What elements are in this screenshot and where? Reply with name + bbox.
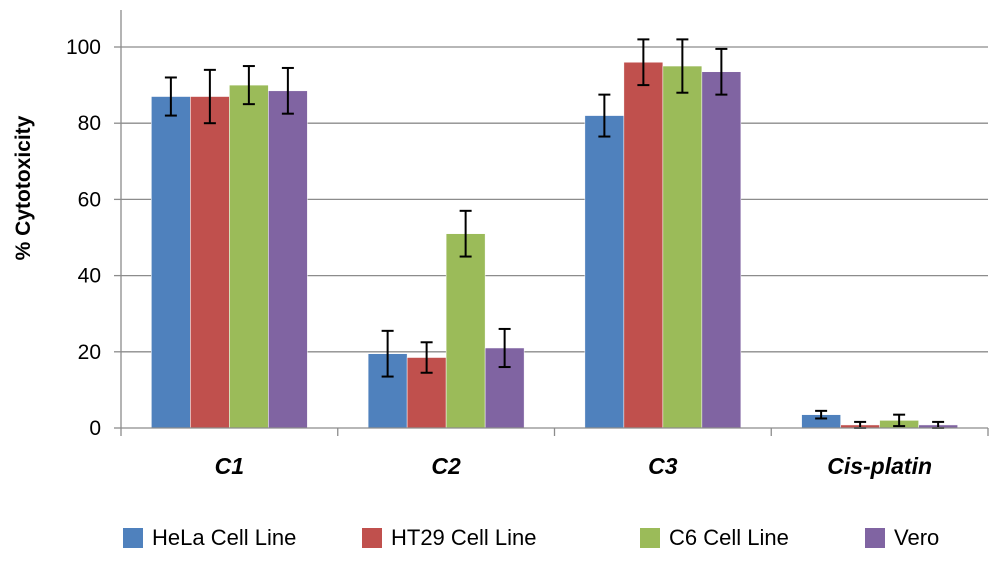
- bar: [190, 96, 230, 429]
- y-tick-label: 80: [78, 112, 101, 135]
- y-tick-label: 60: [78, 188, 101, 211]
- category-label: C3: [648, 453, 678, 479]
- legend-item: HeLa Cell Line: [123, 525, 296, 550]
- bars: [151, 61, 958, 429]
- legend-item: C6 Cell Line: [640, 525, 789, 550]
- bar: [151, 96, 191, 429]
- category-labels: C1 C2 C3 Cis-platin: [215, 453, 932, 479]
- y-tick-label: 20: [78, 341, 101, 364]
- legend-swatch: [865, 528, 885, 548]
- error-bars: [164, 38, 945, 429]
- legend-item: Vero: [865, 525, 939, 550]
- y-tick-label: 100: [66, 36, 101, 59]
- bar: [623, 61, 664, 429]
- legend: HeLa Cell Line HT29 Cell Line C6 Cell Line…: [123, 525, 939, 550]
- legend-swatch: [123, 528, 143, 548]
- axes: [120, 10, 989, 436]
- legend-label: C6 Cell Line: [669, 525, 789, 550]
- legend-label: HT29 Cell Line: [391, 525, 537, 550]
- legend-swatch: [640, 528, 660, 548]
- legend-item: HT29 Cell Line: [362, 525, 537, 550]
- bar: [584, 115, 625, 429]
- y-axis-title: % Cytotoxicity: [12, 115, 35, 260]
- y-tick-labels: 0 20 40 60 80 100: [66, 36, 101, 440]
- legend-swatch: [362, 528, 382, 548]
- category-label: C1: [215, 453, 244, 479]
- bar: [701, 71, 742, 429]
- bar: [662, 65, 703, 429]
- y-tick-label: 40: [78, 265, 101, 288]
- legend-label: Vero: [894, 525, 939, 550]
- bar: [229, 84, 269, 429]
- category-label: Cis-platin: [827, 453, 932, 479]
- bar: [445, 233, 486, 429]
- y-tick-label: 0: [89, 417, 101, 440]
- bar: [268, 90, 308, 429]
- category-label: C2: [431, 453, 461, 479]
- legend-label: HeLa Cell Line: [152, 525, 296, 550]
